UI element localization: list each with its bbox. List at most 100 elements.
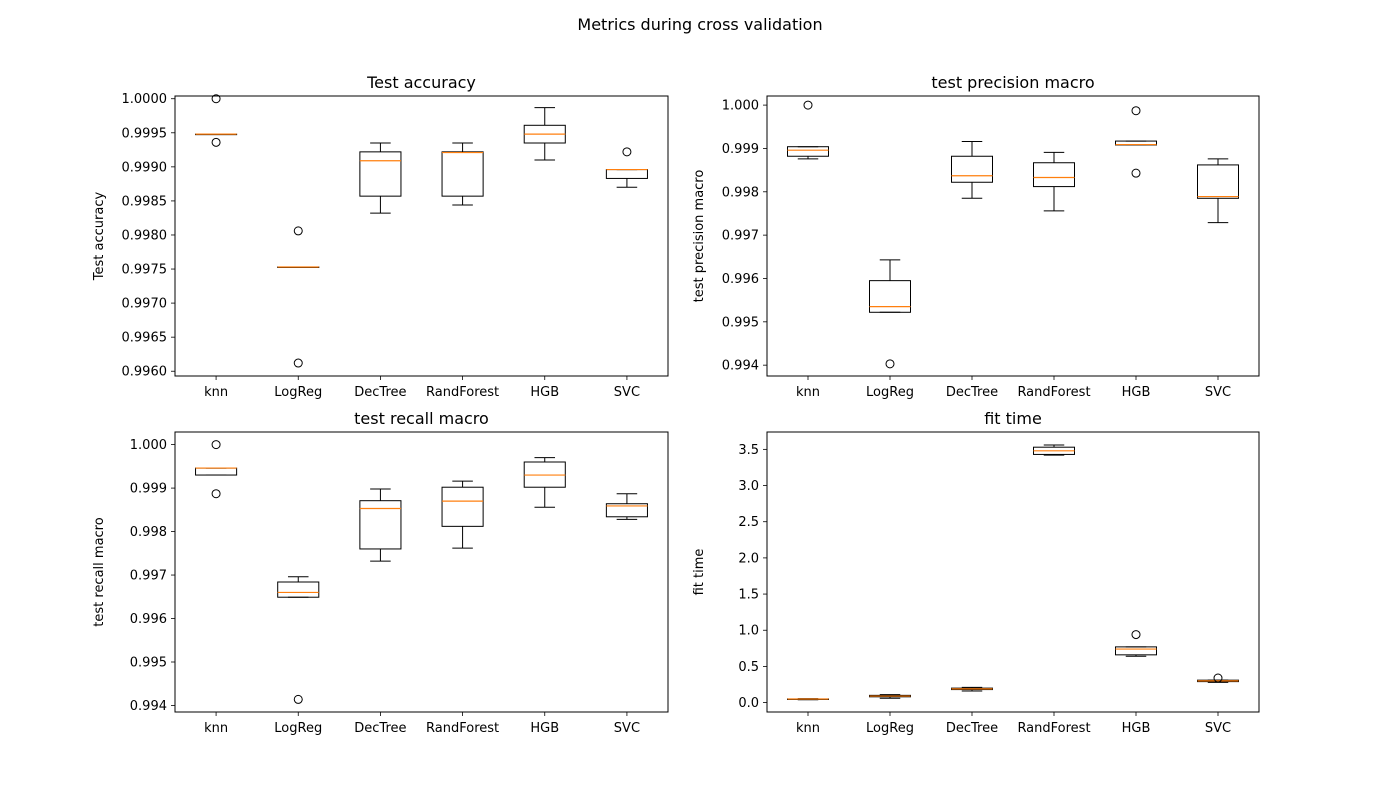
- outlier-point: [1131, 106, 1141, 116]
- subplot-1: Test accuracy Test accuracy 0.9960 0.9965 0.…: [92, 73, 669, 400]
- box-knn: [195, 440, 238, 499]
- outlier-point: [1131, 168, 1141, 178]
- y-tick-label: 0.995: [130, 656, 167, 671]
- box-LogReg: [869, 259, 911, 369]
- box-knn: [195, 94, 238, 147]
- box-SVC: [1197, 158, 1239, 224]
- iqr-box: [869, 280, 911, 313]
- iqr-box: [1197, 164, 1239, 199]
- axes-frame: [174, 431, 669, 713]
- y-tick-label: 2.0: [738, 551, 759, 566]
- box-DecTree: [951, 141, 993, 199]
- box-DecTree: [359, 488, 402, 562]
- box-RandForest: [1033, 444, 1075, 456]
- subplot-2: test precision macro test precision macro…: [692, 73, 1260, 400]
- y-tick-label: 1.000: [722, 99, 759, 114]
- y-tick-label: 0.994: [130, 699, 167, 714]
- box-RandForest: [1033, 151, 1075, 212]
- y-tick-label: 0.9985: [122, 194, 168, 209]
- subplot-4: fit time fit time 0.0 0.5 1.0 1.5 2.0 2.5 3.0 3.5…: [692, 409, 1260, 736]
- outlier-point: [211, 440, 221, 450]
- axes-frame: [174, 95, 669, 377]
- outlier-point: [885, 359, 895, 369]
- figure-suptitle: Metrics during cross validation: [577, 15, 822, 34]
- x-tick-label: knn: [796, 721, 820, 736]
- y-tick-label: 0.997: [722, 229, 759, 244]
- x-tick-label: HGB: [530, 721, 559, 736]
- x-tick-label: LogReg: [866, 721, 914, 736]
- box-SVC: [1197, 673, 1239, 683]
- x-tick-label: RandForest: [1017, 385, 1090, 400]
- y-tick-label: 0.9995: [122, 126, 168, 141]
- x-tick-label: HGB: [530, 385, 559, 400]
- box-DecTree: [359, 142, 402, 214]
- box-LogReg: [277, 226, 320, 368]
- x-tick-label: DecTree: [946, 385, 998, 400]
- y-tick-label: 0.998: [722, 185, 759, 200]
- box-SVC: [605, 147, 648, 188]
- y-tick-label: 0.998: [130, 525, 167, 540]
- x-tick-label: HGB: [1122, 385, 1151, 400]
- outlier-point: [211, 94, 221, 104]
- y-tick-label: 0.999: [722, 142, 759, 157]
- y-tick-label: 0.9975: [122, 263, 168, 278]
- subplot-title: test recall macro: [354, 409, 489, 428]
- outlier-point: [1131, 630, 1141, 640]
- iqr-box: [787, 146, 829, 157]
- iqr-box: [1033, 162, 1075, 188]
- box-RandForest: [441, 480, 484, 549]
- y-tick-label: 1.5: [738, 588, 759, 603]
- box-HGB: [1115, 630, 1157, 657]
- x-tick-label: SVC: [614, 721, 640, 736]
- x-tick-label: DecTree: [354, 721, 406, 736]
- axes-frame: [766, 431, 1260, 713]
- x-tick-label: RandForest: [426, 721, 499, 736]
- iqr-box: [441, 486, 484, 527]
- x-tick-label: knn: [204, 385, 228, 400]
- x-tick-label: SVC: [1205, 385, 1231, 400]
- box-LogReg: [869, 694, 911, 699]
- x-tick-label: knn: [796, 385, 820, 400]
- x-tick-label: RandForest: [1017, 721, 1090, 736]
- subplot-title: test precision macro: [931, 73, 1094, 92]
- outlier-point: [803, 100, 813, 110]
- x-tick-label: RandForest: [426, 385, 499, 400]
- box-knn: [787, 698, 829, 701]
- y-axis-label: Test accuracy: [92, 192, 107, 282]
- iqr-box: [277, 581, 320, 598]
- iqr-box: [605, 503, 648, 518]
- outlier-point: [293, 358, 303, 368]
- box-LogReg: [277, 576, 320, 704]
- y-tick-label: 0.9960: [122, 365, 168, 380]
- subplot-title: fit time: [984, 409, 1042, 428]
- y-tick-label: 0.9990: [122, 160, 168, 175]
- subplot-3: test recall macro test recall macro 0.994 0…: [92, 409, 669, 736]
- subplots: Test accuracy Test accuracy 0.9960 0.9965 0.…: [92, 73, 1260, 736]
- outlier-point: [211, 137, 221, 147]
- y-tick-label: 0.9965: [122, 331, 168, 346]
- axes-frame: [766, 95, 1260, 377]
- x-tick-label: LogReg: [866, 385, 914, 400]
- y-tick-label: 1.000: [130, 438, 167, 453]
- x-tick-label: SVC: [614, 385, 640, 400]
- y-tick-label: 3.0: [738, 479, 759, 494]
- y-tick-label: 0.996: [722, 272, 759, 287]
- subplot-title: Test accuracy: [366, 73, 476, 92]
- y-tick-label: 0.995: [722, 315, 759, 330]
- y-tick-label: 0.997: [130, 569, 167, 584]
- iqr-box: [441, 151, 484, 197]
- y-tick-label: 3.5: [738, 443, 759, 458]
- box-HGB: [523, 457, 566, 508]
- outlier-point: [211, 489, 221, 499]
- outlier-point: [1213, 673, 1223, 683]
- iqr-box: [1115, 646, 1157, 656]
- y-tick-label: 1.0: [738, 624, 759, 639]
- y-tick-label: 1.0000: [122, 92, 168, 107]
- x-tick-label: HGB: [1122, 721, 1151, 736]
- box-HGB: [1115, 106, 1157, 178]
- box-DecTree: [951, 686, 993, 692]
- outlier-point: [622, 147, 632, 157]
- y-tick-label: 0.996: [130, 612, 167, 627]
